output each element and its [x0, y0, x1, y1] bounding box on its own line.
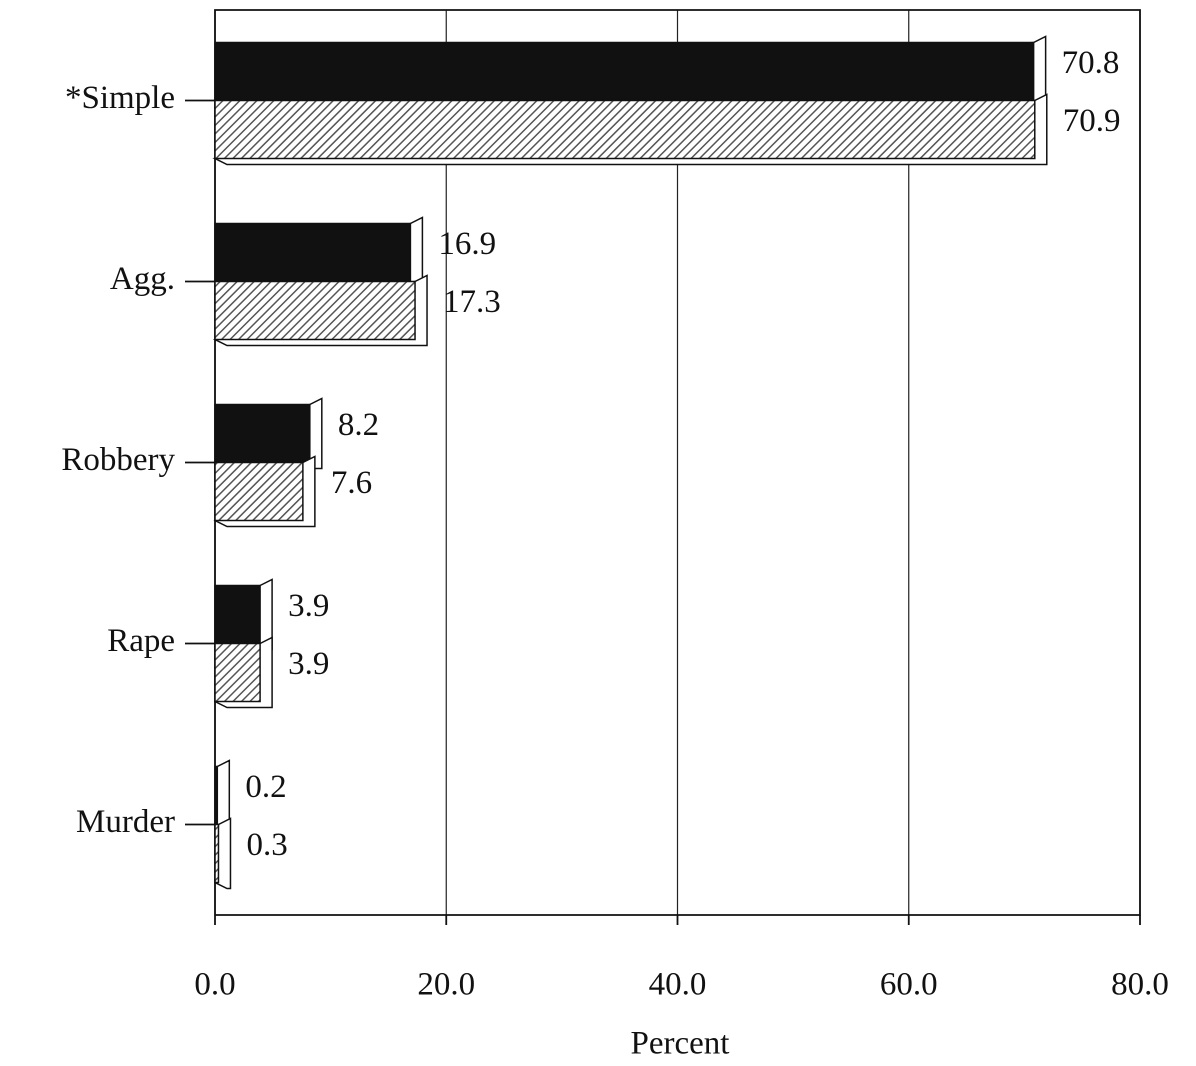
bar-face [214, 584, 261, 645]
bar-face [214, 765, 219, 826]
bar-face [214, 823, 220, 884]
data-label: 17.3 [443, 284, 501, 320]
data-label: 0.2 [245, 769, 286, 805]
bar-face [214, 222, 412, 283]
data-label: 0.3 [246, 827, 287, 863]
y-tick-label: Robbery [61, 442, 175, 478]
x-tick-label: 20.0 [417, 967, 475, 1003]
bar-face [214, 41, 1035, 102]
x-tick-label: 0.0 [194, 967, 235, 1003]
y-tick-label: Rape [107, 623, 175, 659]
data-label: 3.9 [288, 588, 329, 624]
bar-face [214, 280, 416, 341]
bar-face [214, 461, 304, 522]
y-tick-label: *Simple [65, 80, 175, 116]
x-axis-label: Percent [631, 1026, 730, 1062]
data-label: 3.9 [288, 646, 329, 682]
bar [212, 216, 424, 289]
bar [213, 636, 273, 709]
bar [212, 35, 1047, 108]
data-label: 16.9 [438, 226, 496, 262]
x-tick-label: 60.0 [880, 967, 938, 1003]
y-tick-label: Agg. [110, 261, 175, 297]
bar-face [214, 99, 1036, 160]
bar-face [214, 403, 311, 464]
data-label: 7.6 [331, 465, 372, 501]
bar [212, 274, 428, 347]
bar [213, 578, 273, 651]
bar [213, 397, 323, 470]
x-tick-label: 80.0 [1111, 967, 1169, 1003]
data-label: 70.8 [1062, 45, 1120, 81]
bar [213, 455, 316, 528]
data-label: 8.2 [338, 407, 379, 443]
y-tick-label: Murder [76, 804, 175, 840]
x-tick-label: 40.0 [649, 967, 707, 1003]
bar [212, 93, 1048, 166]
data-label: 70.9 [1063, 103, 1121, 139]
bar [214, 817, 232, 890]
bar-face [214, 642, 261, 703]
